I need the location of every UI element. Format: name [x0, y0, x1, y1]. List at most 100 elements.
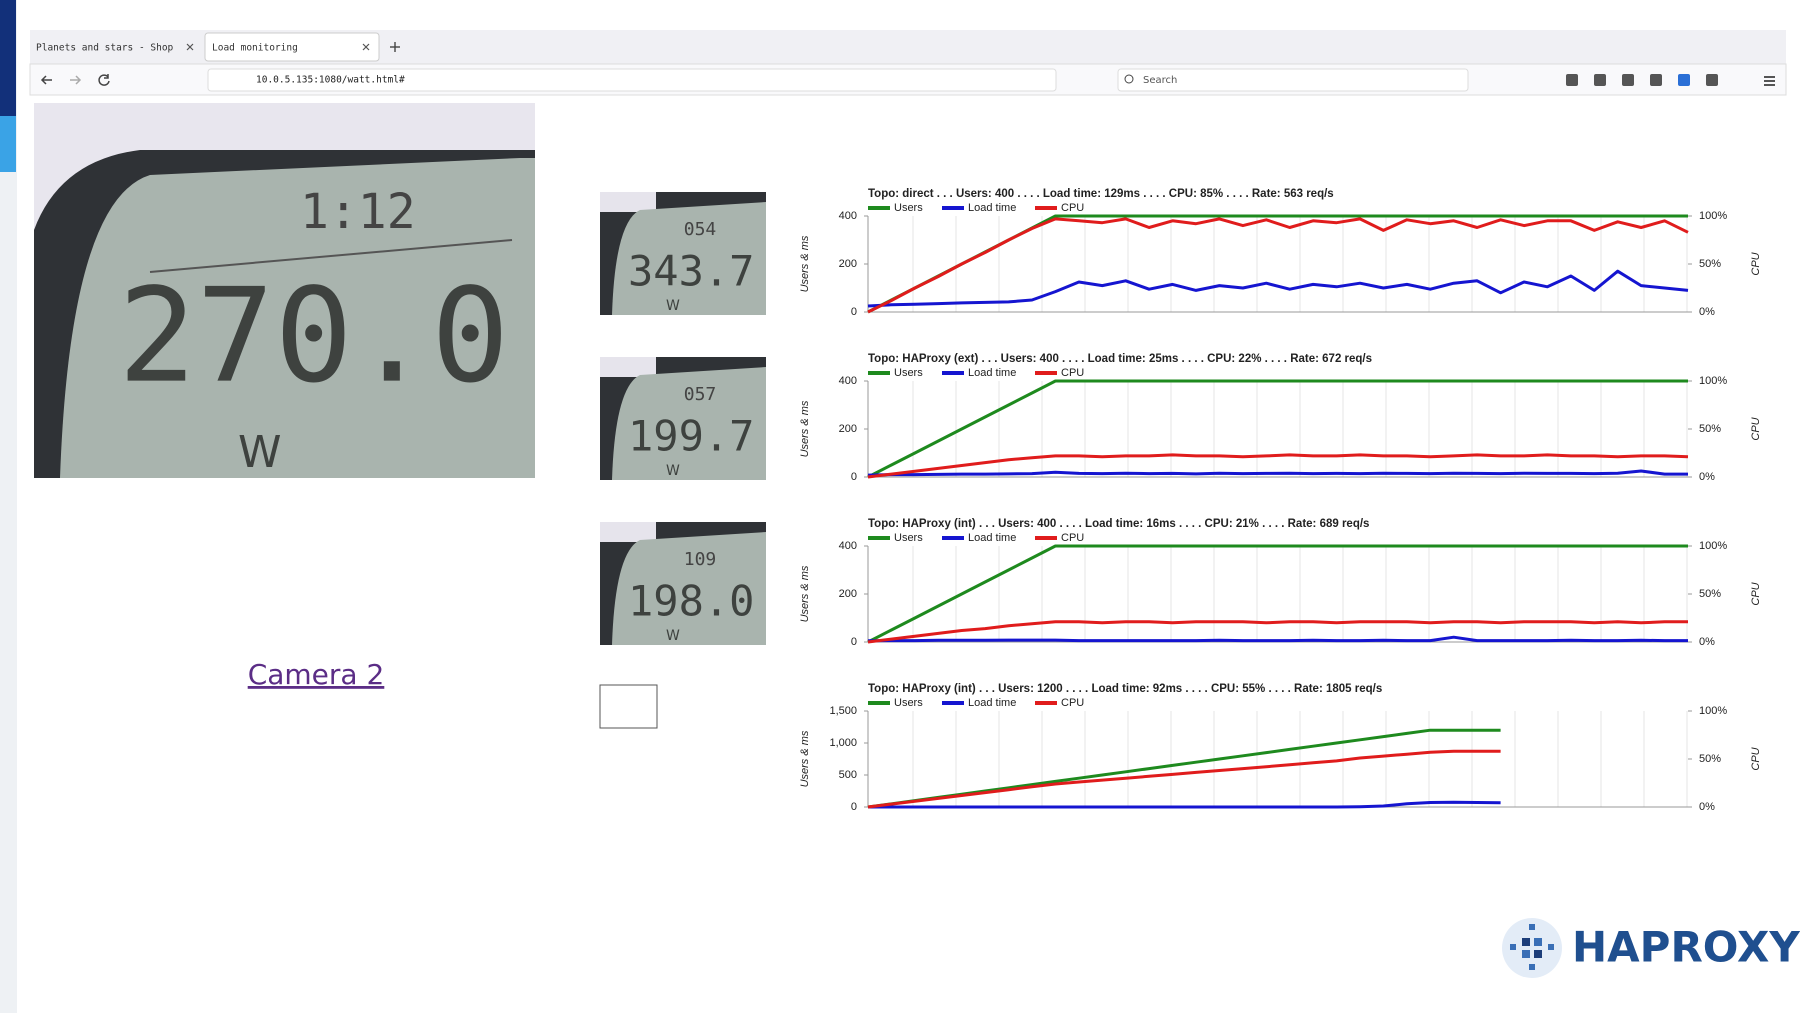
- lcd-unit: W: [666, 628, 680, 644]
- lcd-unit: W: [666, 298, 680, 314]
- thumb-bg: [600, 522, 656, 542]
- y2-tick-label: 100%: [1699, 705, 1727, 717]
- y2-tick-label: 0%: [1699, 306, 1715, 318]
- y-axis-label: Users & ms: [799, 565, 811, 622]
- y2-tick-label: 0%: [1699, 801, 1715, 813]
- camera-thumbnail: 054 343.7 W: [600, 192, 766, 315]
- chart: Topo: HAProxy (int) . . . Users: 400 . .…: [799, 518, 1762, 648]
- y2-tick-label: 50%: [1699, 423, 1721, 435]
- thumb-bg: [600, 357, 656, 377]
- y-tick-label: 0: [851, 471, 857, 483]
- lcd-time: 1:12: [300, 184, 416, 240]
- tab[interactable]: Load monitoring: [212, 43, 298, 54]
- camera-placeholder: [599, 684, 658, 729]
- y-tick-label: 1,500: [829, 705, 857, 717]
- y2-axis-label: CPU: [1750, 252, 1762, 275]
- y2-tick-label: 100%: [1699, 540, 1727, 552]
- series-line: [867, 214, 1688, 314]
- legend-label: Load time: [968, 697, 1016, 709]
- chart-title: Topo: HAProxy (int) . . . Users: 1200 . …: [868, 683, 1382, 695]
- logo-mark: [1502, 918, 1562, 978]
- series-line: [867, 453, 1689, 479]
- y-tick-label: 1,000: [829, 737, 857, 749]
- side-strip: [0, 0, 17, 1013]
- tab[interactable]: Planets and stars - Shop: [36, 43, 174, 54]
- lcd-reading: 199.7: [628, 412, 754, 461]
- y-axis-label: Users & ms: [799, 730, 811, 787]
- active-tab[interactable]: [204, 32, 380, 62]
- camera-main: 1:12 270.0 W: [34, 103, 535, 478]
- lcd-reading: 270.0: [118, 260, 509, 412]
- legend-label: Users: [894, 697, 923, 709]
- y2-tick-label: 50%: [1699, 753, 1721, 765]
- legend-label: Users: [894, 202, 923, 214]
- new-tab[interactable]: [390, 42, 400, 52]
- lcd-time: 054: [684, 219, 717, 240]
- y-tick-label: 500: [839, 769, 857, 781]
- tab-close[interactable]: [362, 43, 370, 51]
- search-placeholder[interactable]: Search: [1143, 75, 1177, 86]
- nav-buttons[interactable]: [40, 74, 110, 86]
- thumb-lcd: [612, 532, 766, 645]
- legend-label: CPU: [1061, 202, 1084, 214]
- lcd-reading: 343.7: [628, 247, 754, 296]
- thumb-bg: [600, 192, 656, 212]
- thumb-lcd: [612, 202, 766, 315]
- chart-title: Topo: HAProxy (ext) . . . Users: 400 . .…: [868, 353, 1372, 365]
- series-line: [867, 217, 1689, 314]
- y2-tick-label: 100%: [1699, 375, 1727, 387]
- camera-thumbnail: 057 199.7 W: [600, 357, 766, 480]
- chart: Topo: direct . . . Users: 400 . . . . Lo…: [799, 188, 1762, 318]
- camera-link[interactable]: Camera 2: [248, 658, 385, 691]
- series-line: [867, 544, 1688, 644]
- chart: Topo: HAProxy (int) . . . Users: 1200 . …: [799, 683, 1762, 813]
- y-tick-label: 400: [839, 540, 857, 552]
- chart: Topo: HAProxy (ext) . . . Users: 400 . .…: [799, 353, 1762, 483]
- series-line: [867, 749, 1501, 809]
- y2-axis-label: CPU: [1750, 417, 1762, 440]
- toolbar-icons[interactable]: [1566, 74, 1775, 86]
- chart-title: Topo: HAProxy (int) . . . Users: 400 . .…: [868, 518, 1369, 530]
- series-line: [867, 269, 1689, 308]
- side-accent: [0, 0, 16, 116]
- y2-tick-label: 0%: [1699, 471, 1715, 483]
- legend-label: Users: [894, 367, 923, 379]
- lcd-unit: W: [238, 427, 282, 478]
- y-tick-label: 200: [839, 588, 857, 600]
- series-line: [867, 620, 1688, 644]
- y2-tick-label: 50%: [1699, 588, 1721, 600]
- logo-text: HAPROXY: [1572, 923, 1800, 972]
- url[interactable]: 10.0.5.135:1080/watt.html#: [256, 75, 405, 86]
- y-tick-label: 0: [851, 306, 857, 318]
- camera-thumbnail: 109 198.0 W: [600, 522, 766, 645]
- y-tick-label: 0: [851, 801, 857, 813]
- legend-label: Load time: [968, 532, 1016, 544]
- lcd-unit: W: [666, 463, 680, 479]
- series-line: [867, 635, 1688, 643]
- legend-label: CPU: [1061, 367, 1084, 379]
- lcd-reading: 198.0: [628, 577, 754, 626]
- y-axis-label: Users & ms: [799, 235, 811, 292]
- tab-close[interactable]: [186, 43, 194, 51]
- y-tick-label: 200: [839, 423, 857, 435]
- side-accent: [0, 116, 16, 172]
- series-line: [868, 800, 1501, 809]
- y-tick-label: 400: [839, 210, 857, 222]
- y2-axis-label: CPU: [1750, 747, 1762, 770]
- url-bar[interactable]: [207, 68, 1057, 92]
- y2-tick-label: 100%: [1699, 210, 1727, 222]
- chart-title: Topo: direct . . . Users: 400 . . . . Lo…: [868, 188, 1334, 200]
- lcd-time: 109: [684, 549, 717, 570]
- y-axis-label: Users & ms: [799, 400, 811, 457]
- y2-tick-label: 0%: [1699, 636, 1715, 648]
- legend-label: Load time: [968, 367, 1016, 379]
- y-tick-label: 0: [851, 636, 857, 648]
- legend-label: Users: [894, 532, 923, 544]
- search-bar[interactable]: [1117, 68, 1469, 92]
- y2-tick-label: 50%: [1699, 258, 1721, 270]
- legend-label: CPU: [1061, 532, 1084, 544]
- y2-axis-label: CPU: [1750, 582, 1762, 605]
- search-icon: [1124, 74, 1134, 84]
